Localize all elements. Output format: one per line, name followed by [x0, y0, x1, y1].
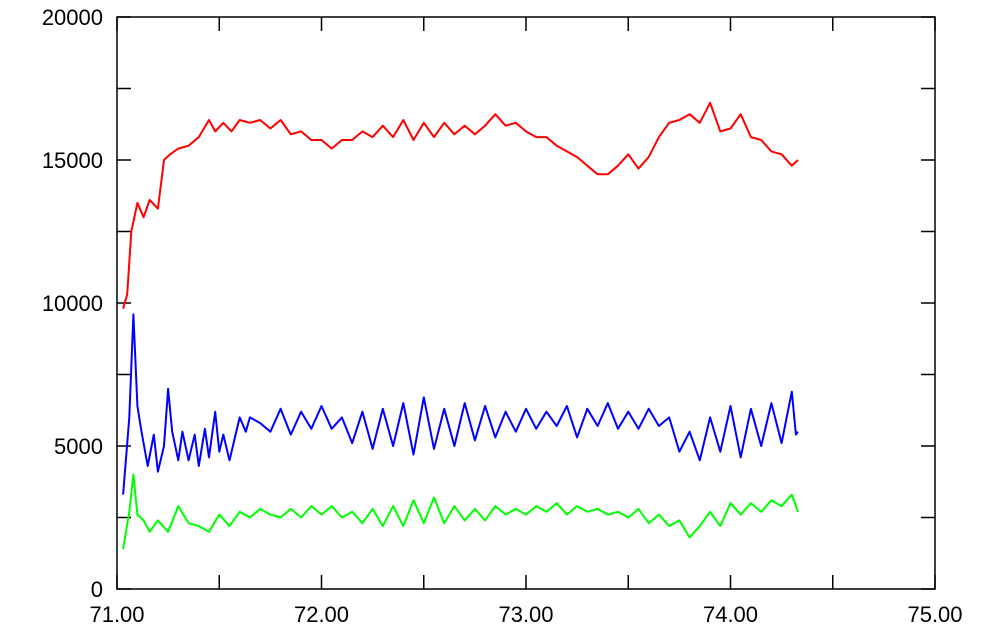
x-tick-label: 75.00: [907, 602, 962, 627]
x-tick-label: 72.00: [294, 602, 349, 627]
series-group: [122, 101, 799, 550]
y-tick-label: 20000: [42, 5, 103, 30]
series-line-3: [122, 473, 799, 550]
y-tick-label: 15000: [42, 148, 103, 173]
y-tick-label: 5000: [54, 434, 103, 459]
plot-frame: [116, 16, 936, 590]
x-tick-label: 71.00: [89, 602, 144, 627]
y-tick-label: 0: [91, 577, 103, 602]
series-line-2: [122, 313, 799, 495]
axis-ticks: [116, 16, 936, 590]
series-line-1: [122, 101, 799, 309]
x-tick-label: 73.00: [498, 602, 553, 627]
y-tick-label: 10000: [42, 291, 103, 316]
x-tick-label: 74.00: [703, 602, 758, 627]
